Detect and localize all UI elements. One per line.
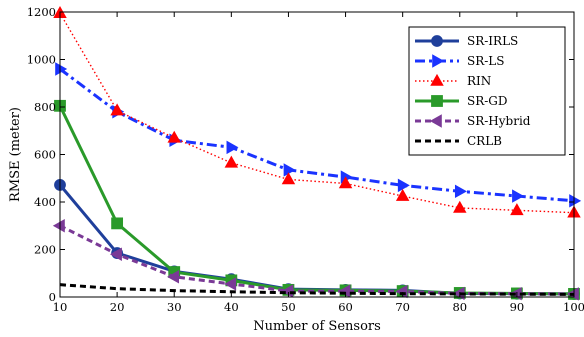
ticks-layer: 10 20 30 40 50 60 70 80 90 1000200400600800100012… <box>27 5 584 314</box>
data-point-rin <box>453 200 467 213</box>
data-point-sr-ls <box>55 62 68 76</box>
legend-marker-sr-ls <box>432 54 445 68</box>
data-point-sr-ls <box>397 178 410 193</box>
legend-label-sr-hybrid: SR-Hybrid <box>467 114 531 128</box>
y-tick-label: 400 <box>34 195 56 209</box>
legend-marker-sr-gd <box>431 95 443 107</box>
x-tick-label: 100 <box>563 300 584 314</box>
series-line-sr-hybrid <box>59 224 575 296</box>
legend-label-sr-irls: SR-IRLS <box>467 34 518 48</box>
y-tick-label: 1000 <box>27 53 56 67</box>
x-axis-label: Number of Sensors <box>253 319 381 334</box>
x-tick-label: 20 <box>110 300 125 314</box>
y-tick-label: 800 <box>34 100 56 114</box>
data-point-rin <box>510 203 524 216</box>
legend-box <box>408 26 566 156</box>
legend-marker-sr-irls <box>431 35 443 47</box>
series-line-crlb <box>59 283 575 296</box>
legend-marker-sr-hybrid <box>429 114 442 128</box>
data-point-rin <box>395 188 410 201</box>
data-point-sr-ls <box>569 194 582 208</box>
y-tick-label: 1200 <box>27 5 56 19</box>
data-point-sr-hybrid <box>109 247 122 261</box>
data-point-sr-ls <box>454 184 467 199</box>
data-point-sr-ls <box>512 189 525 203</box>
data-point-rin <box>338 176 353 189</box>
y-tick-label: 600 <box>34 148 56 162</box>
legend: SR-IRLS SR-LS RIN SR-GD SR-Hybrid CRLB <box>408 26 566 156</box>
data-point-sr-gd <box>111 217 124 230</box>
data-point-sr-hybrid <box>224 277 237 291</box>
data-point-rin <box>110 103 124 116</box>
series-rin <box>53 6 581 218</box>
x-tick-label: 60 <box>338 300 353 314</box>
data-point-rin <box>224 155 239 168</box>
data-point-rin <box>281 172 296 185</box>
legend-label-sr-ls: SR-LS <box>467 54 505 68</box>
legend-label-crlb: CRLB <box>467 134 502 148</box>
legend-label-sr-gd: SR-GD <box>467 94 508 108</box>
x-tick-label: 80 <box>452 300 467 314</box>
series-crlb <box>59 283 575 296</box>
x-tick-label: 10 <box>53 300 68 314</box>
series-line-rin <box>59 12 575 214</box>
legend-marker-rin <box>430 73 444 86</box>
data-point-sr-hybrid <box>52 219 65 233</box>
series-sr-irls <box>54 178 580 300</box>
data-point-sr-hybrid <box>167 270 180 284</box>
y-axis-label: RMSE (meter) <box>8 107 23 202</box>
y-tick-label: 200 <box>34 243 56 257</box>
data-point-sr-ls <box>283 163 296 177</box>
x-tick-label: 90 <box>510 300 525 314</box>
data-point-sr-ls <box>226 140 239 155</box>
legend-label-rin: RIN <box>467 74 491 88</box>
series-layer <box>52 6 582 301</box>
x-tick-label: 50 <box>281 300 296 314</box>
series-sr-ls <box>55 62 582 208</box>
series-line-sr-ls <box>59 67 575 203</box>
x-tick-label: 70 <box>395 300 410 314</box>
x-tick-label: 30 <box>167 300 182 314</box>
data-point-rin <box>167 130 181 143</box>
x-tick-label: 40 <box>224 300 239 314</box>
y-tick-label: 0 <box>49 290 56 304</box>
